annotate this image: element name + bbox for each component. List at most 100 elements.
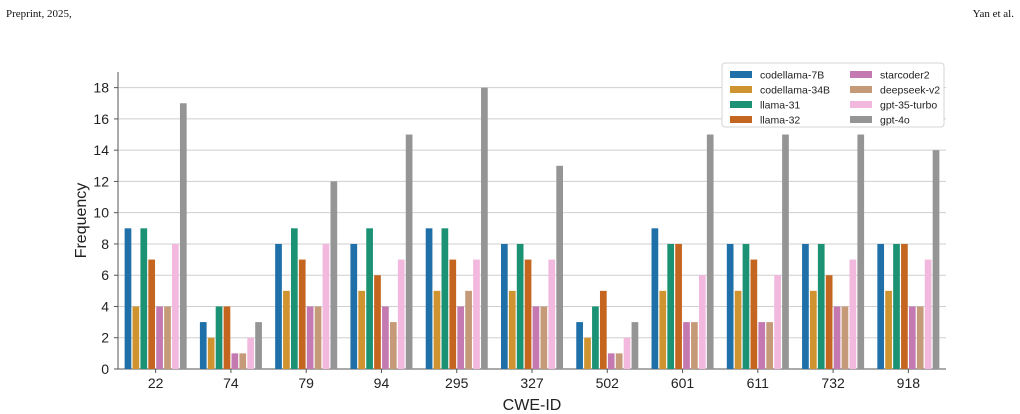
bar-starcoder2-94 [382,306,389,369]
x-tick-label: 327 [520,375,544,391]
bar-gpt-35-turbo-601 [698,275,706,369]
bar-starcoder2-611 [758,322,766,369]
bar-llama-31-79 [290,228,298,369]
bar-deepseek-v2-295 [465,290,472,369]
bar-deepseek-v2-601 [691,322,698,369]
bar-gpt-35-turbo-327 [548,259,556,369]
bar-codellama-34B-611 [734,290,742,369]
bar-codellama-7B-327 [500,243,508,369]
bar-llama-31-918 [893,243,900,369]
bar-codellama-7B-601 [651,228,659,369]
bar-gpt-35-turbo-94 [397,259,405,369]
bar-starcoder2-74 [231,353,239,369]
x-tick-label: 601 [671,375,695,391]
legend-swatch-gpt-4o [850,116,872,123]
bar-deepseek-v2-732 [841,306,849,369]
y-tick-label: 14 [93,142,109,158]
bar-llama-31-732 [817,243,825,369]
bar-gpt-4o-502 [631,322,639,369]
bar-deepseek-v2-94 [389,322,397,369]
legend-label-codellama-7B: codellama-7B [760,70,824,82]
bar-codellama-34B-94 [358,290,366,369]
y-axis-label: Frequency [73,183,90,259]
bar-codellama-7B-94 [350,243,358,369]
legend-swatch-gpt-35-turbo [850,101,872,108]
bar-deepseek-v2-327 [540,306,548,369]
bar-llama-31-502 [592,306,599,369]
bar-llama-32-94 [374,275,381,369]
bar-llama-32-611 [750,259,758,369]
bar-gpt-35-turbo-79 [322,243,330,369]
bar-llama-32-502 [599,290,607,369]
legend-label-gpt-35-turbo: gpt-35-turbo [880,100,937,112]
running-header-right: Yan et al. [972,8,1014,20]
bar-gpt-4o-94 [405,134,413,369]
bar-llama-31-22 [140,228,148,369]
bar-gpt-4o-295 [481,87,488,369]
bar-starcoder2-295 [457,306,465,369]
bar-codellama-34B-601 [659,290,667,369]
bar-llama-31-611 [742,243,750,369]
legend-swatch-codellama-7B [730,71,752,78]
y-tick-label: 12 [93,173,109,189]
bar-codellama-34B-918 [885,290,892,369]
bar-codellama-7B-611 [726,243,734,369]
bar-gpt-4o-79 [330,181,338,369]
x-tick-label: 22 [148,375,164,391]
bar-codellama-34B-74 [207,337,215,369]
bar-llama-31-327 [516,243,524,369]
bar-codellama-34B-295 [433,290,441,369]
legend-swatch-starcoder2 [850,71,872,78]
bar-llama-32-732 [825,275,833,369]
x-axis-label: CWE-ID [503,397,562,414]
bar-codellama-34B-79 [283,290,290,369]
bar-codellama-7B-732 [802,243,809,369]
bar-gpt-35-turbo-611 [774,275,781,369]
legend-label-starcoder2: starcoder2 [880,70,930,82]
x-tick-label: 74 [223,375,239,391]
bar-starcoder2-918 [908,306,916,369]
bar-gpt-4o-918 [932,150,940,369]
legend-label-codellama-34B: codellama-34B [760,85,830,97]
x-tick-label: 732 [821,375,845,391]
running-header-left: Preprint, 2025, [6,8,72,20]
bar-codellama-34B-732 [809,290,817,369]
bar-codellama-7B-502 [576,322,583,369]
legend-label-deepseek-v2: deepseek-v2 [880,85,940,97]
bar-deepseek-v2-74 [239,353,247,369]
x-tick-label: 94 [374,375,390,391]
bar-llama-32-22 [148,259,156,369]
bar-llama-31-94 [366,228,373,369]
legend-box [721,62,945,128]
bar-deepseek-v2-611 [766,322,774,369]
legend-swatch-llama-31 [730,101,752,108]
bar-codellama-34B-22 [132,306,140,369]
bar-llama-31-601 [667,243,675,369]
legend-label-llama-31: llama-31 [760,100,800,112]
bar-starcoder2-502 [607,353,615,369]
y-tick-label: 2 [101,330,109,346]
bar-deepseek-v2-22 [164,306,171,369]
legend-swatch-deepseek-v2 [850,86,872,93]
bar-codellama-7B-79 [275,243,282,369]
bar-starcoder2-79 [306,306,314,369]
y-tick-label: 16 [93,111,109,127]
x-tick-label: 295 [445,375,469,391]
bar-gpt-35-turbo-22 [172,243,179,369]
bar-gpt-4o-601 [706,134,714,369]
bar-codellama-7B-295 [425,228,433,369]
bar-deepseek-v2-918 [916,306,924,369]
bar-gpt-4o-732 [857,134,865,369]
bar-codellama-34B-502 [584,337,591,369]
y-tick-label: 10 [93,205,109,221]
bar-starcoder2-22 [156,306,163,369]
bar-gpt-35-turbo-295 [473,259,480,369]
bar-gpt-35-turbo-502 [623,337,631,369]
bar-llama-32-74 [223,306,231,369]
bar-starcoder2-601 [683,322,690,369]
bar-starcoder2-732 [833,306,841,369]
legend-label-gpt-4o: gpt-4o [880,115,910,127]
x-tick-label: 502 [596,375,620,391]
bar-codellama-34B-327 [508,290,516,369]
